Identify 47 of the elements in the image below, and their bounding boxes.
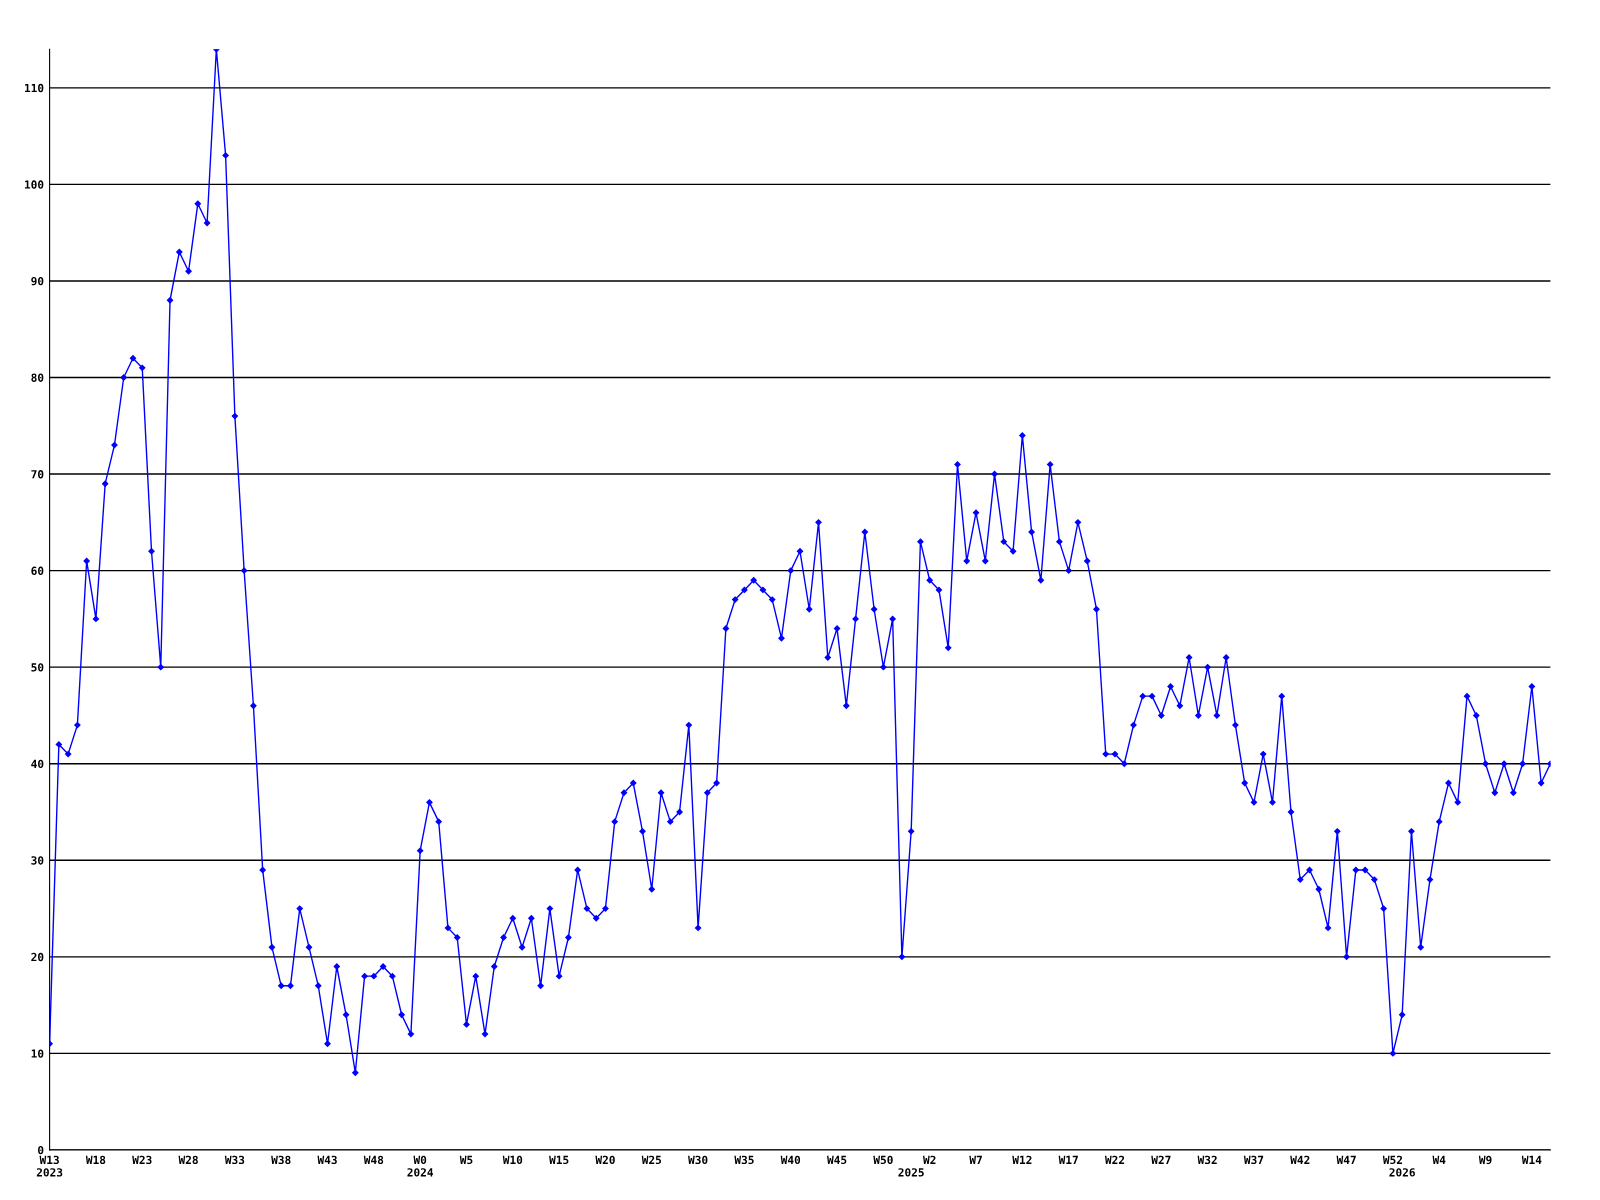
y-tick-label: 50 <box>31 663 44 672</box>
x-tick-label: W9 <box>1478 1155 1492 1165</box>
y-tick-label: 90 <box>31 276 44 286</box>
y-tick-label: 30 <box>31 856 44 865</box>
x-tick-label: W33 <box>224 1155 245 1165</box>
x-tick-label: W10 <box>502 1155 523 1165</box>
x-tick-label: W18 <box>85 1155 106 1165</box>
x-tick-label: W17 <box>1058 1155 1078 1164</box>
x-tick-label: W52 <box>1382 1155 1403 1165</box>
x-tick-label: W32 <box>1197 1155 1217 1165</box>
x-tick-label: W5 <box>459 1155 473 1165</box>
x-tick-label: W48 <box>363 1155 384 1165</box>
x-tick-label: W15 <box>549 1155 569 1165</box>
x-tick-label: W4 <box>1432 1155 1446 1164</box>
y-tick-label: 10 <box>31 1049 44 1058</box>
y-tick-label: 100 <box>25 180 44 189</box>
x-tick-label: W25 <box>641 1155 662 1165</box>
x-tick-label: W23 <box>132 1155 152 1165</box>
x-tick-label: W7 <box>969 1155 982 1164</box>
x-tick-label: W0 2024 <box>407 1155 434 1177</box>
x-tick-label: W45 <box>827 1155 847 1165</box>
y-tick-label: 80 <box>31 373 44 382</box>
x-tick-label: W38 <box>271 1155 291 1165</box>
x-tick-label: W2 <box>923 1155 936 1164</box>
x-tick-label: W12 <box>1012 1155 1032 1164</box>
x-tick-label: W22 <box>1104 1155 1125 1164</box>
x-tick-label: W13 2023 <box>36 1155 63 1177</box>
x-tick-label: 2026 <box>1389 1168 1415 1177</box>
x-tick-label: W43 <box>317 1155 337 1165</box>
x-tick-label: W50 <box>873 1155 893 1165</box>
x-tick-label: W27 <box>1151 1155 1171 1164</box>
y-tick-label: 0 <box>38 1145 44 1155</box>
y-tick-label: 60 <box>31 566 44 575</box>
x-tick-label: W37 <box>1243 1155 1264 1165</box>
x-tick-label: W35 <box>734 1155 754 1165</box>
x-tick-label: W40 <box>780 1155 801 1165</box>
y-tick-label: 110 <box>25 83 44 93</box>
y-tick-label: 70 <box>31 470 44 479</box>
x-tick-label: W42 <box>1290 1155 1310 1164</box>
x-tick-label: 2025 <box>898 1168 924 1177</box>
x-tick-label: W20 <box>595 1155 615 1165</box>
x-tick-label: W28 <box>178 1155 198 1165</box>
x-tick-label: W47 <box>1336 1155 1356 1164</box>
y-tick-label: 20 <box>31 952 44 962</box>
x-tick-label: W14 <box>1521 1155 1542 1164</box>
x-tick-label: W30 <box>688 1155 708 1165</box>
y-tick-label: 40 <box>31 759 44 769</box>
